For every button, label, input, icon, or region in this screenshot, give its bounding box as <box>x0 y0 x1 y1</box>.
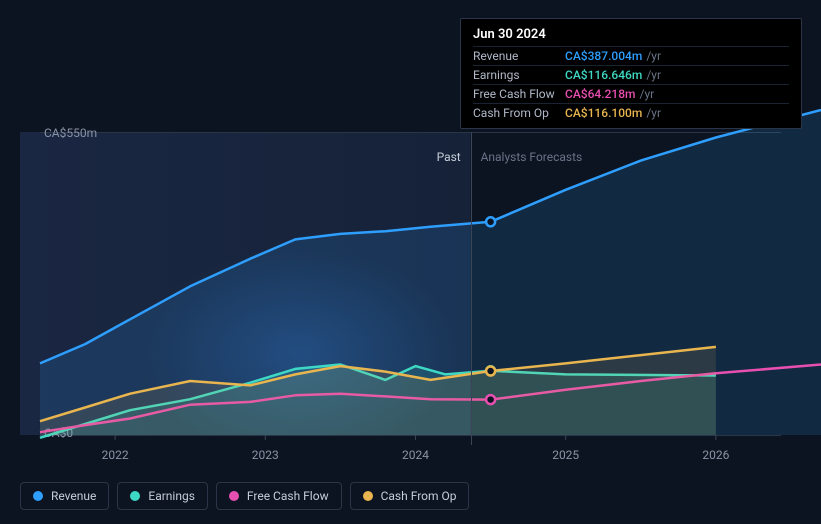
tooltip-row: Free Cash FlowCA$64.218m/yr <box>473 84 789 103</box>
tooltip-row-unit: /yr <box>646 106 661 120</box>
legend-label: Earnings <box>148 489 195 503</box>
x-tick-label: 2026 <box>702 448 729 462</box>
tooltip-row-label: Revenue <box>473 49 565 63</box>
legend-item-earnings[interactable]: Earnings <box>117 482 208 510</box>
tooltip-rows: RevenueCA$387.004m/yrEarningsCA$116.646m… <box>473 46 789 122</box>
legend-dot-icon <box>130 491 140 501</box>
legend-dot-icon <box>229 491 239 501</box>
chart-legend: Revenue Earnings Free Cash Flow Cash From O… <box>20 482 469 510</box>
series-marker-free-cash-flow <box>486 395 495 404</box>
chart-tooltip: Jun 30 2024 RevenueCA$387.004m/yrEarning… <box>460 18 802 129</box>
tooltip-row-unit: /yr <box>646 68 661 82</box>
legend-item-cash-from-op[interactable]: Cash From Op <box>350 482 470 510</box>
tooltip-title: Jun 30 2024 <box>473 27 789 42</box>
tooltip-row-value: CA$116.100m <box>565 106 642 120</box>
x-tick-label: 2025 <box>552 448 579 462</box>
tooltip-row: Cash From OpCA$116.100m/yr <box>473 103 789 122</box>
tooltip-row: EarningsCA$116.646m/yr <box>473 65 789 84</box>
tooltip-row-value: CA$116.646m <box>565 68 642 82</box>
series-marker-revenue <box>486 217 495 226</box>
legend-item-revenue[interactable]: Revenue <box>20 482 109 510</box>
legend-dot-icon <box>363 491 373 501</box>
forecast-section-label: Analysts Forecasts <box>481 150 583 164</box>
legend-item-free-cash-flow[interactable]: Free Cash Flow <box>216 482 342 510</box>
past-section-label: Past <box>437 150 461 164</box>
tooltip-row: RevenueCA$387.004m/yr <box>473 46 789 65</box>
legend-label: Revenue <box>51 489 96 503</box>
x-tick-label: 2022 <box>102 448 129 462</box>
tooltip-row-label: Cash From Op <box>473 106 565 120</box>
tooltip-row-unit: /yr <box>640 87 655 101</box>
x-axis-ticks: 2022 2023 2024 2025 2026 <box>40 448 781 468</box>
legend-dot-icon <box>33 491 43 501</box>
x-tick-label: 2023 <box>252 448 279 462</box>
x-tick-label: 2024 <box>402 448 429 462</box>
tooltip-row-label: Earnings <box>473 68 565 82</box>
tooltip-row-label: Free Cash Flow <box>473 87 565 101</box>
series-marker-cash-from-op <box>486 367 495 376</box>
divider-line <box>471 132 472 445</box>
legend-label: Free Cash Flow <box>247 489 329 503</box>
tooltip-row-value: CA$387.004m <box>565 49 642 63</box>
tooltip-row-value: CA$64.218m <box>565 87 636 101</box>
tooltip-row-unit: /yr <box>646 49 661 63</box>
legend-label: Cash From Op <box>381 489 457 503</box>
